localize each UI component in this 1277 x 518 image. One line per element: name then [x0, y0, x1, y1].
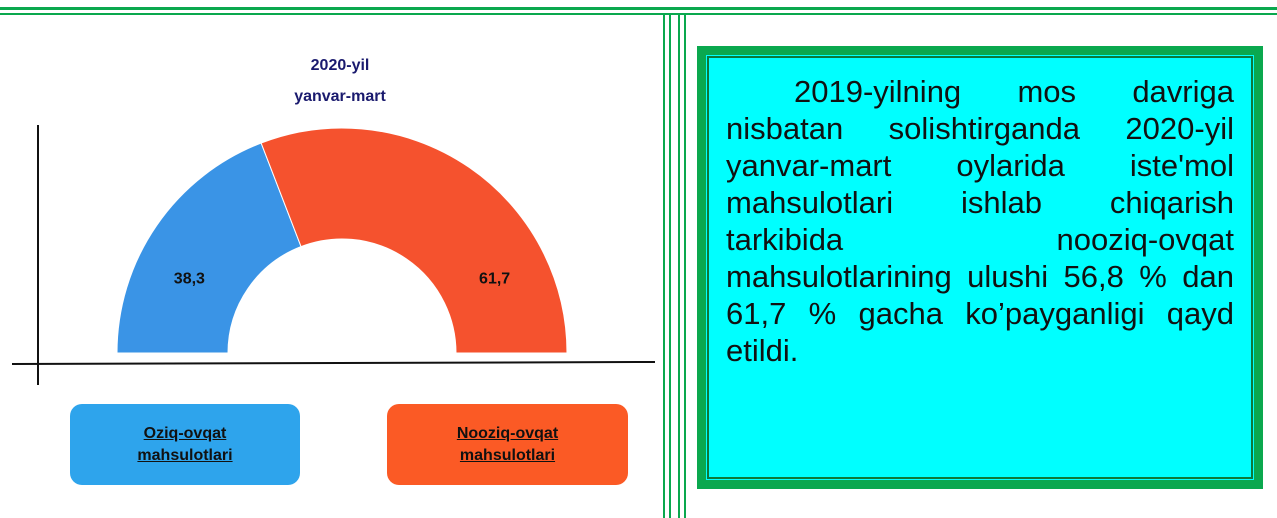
border — [684, 13, 686, 518]
axis — [11, 361, 656, 365]
wedge — [260, 127, 568, 354]
chart-title: yanvar-mart — [294, 88, 386, 105]
legend-item: Nooziq-ovqat mahsulotlari — [387, 404, 628, 485]
border — [678, 13, 680, 518]
border — [669, 13, 671, 518]
legend-label: Nooziq-ovqat mahsulotlari — [456, 424, 559, 464]
chart-title: 2020-yil — [311, 57, 370, 74]
text-box: 2019-yilning mos davriga nisbatan solish… — [697, 46, 1263, 489]
legend-label: Oziq-ovqat mahsulotlari — [137, 424, 233, 464]
data-label: 38,3 — [174, 270, 205, 287]
border — [0, 7, 1277, 10]
legend-item: Oziq-ovqat mahsulotlari — [70, 404, 300, 485]
border — [0, 13, 1277, 15]
border — [663, 13, 665, 518]
wedge — [116, 142, 302, 354]
data-label: 61,7 — [479, 270, 510, 287]
paragraph: 2019-yilning mos davriga nisbatan solish… — [726, 74, 1234, 368]
